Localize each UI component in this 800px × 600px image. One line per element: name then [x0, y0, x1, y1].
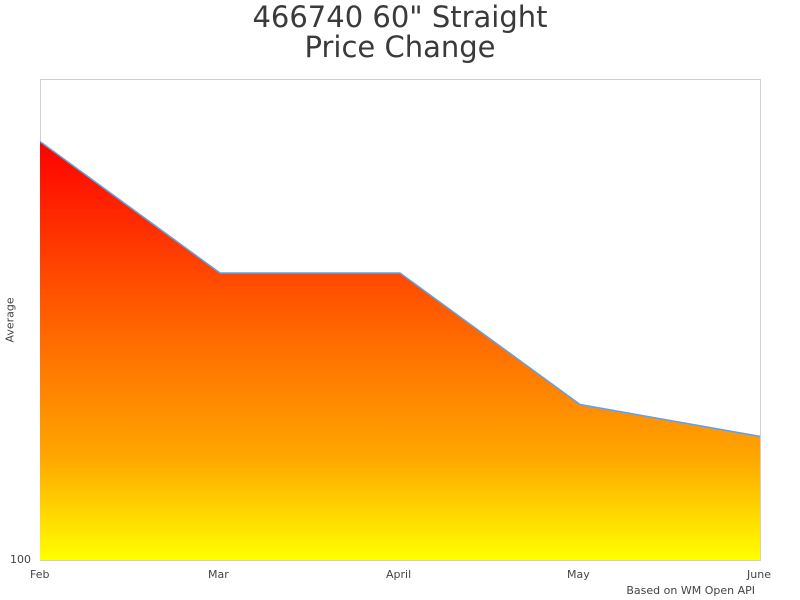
- series-line: [39, 140, 761, 438]
- area-fill: [40, 141, 760, 560]
- chart-title: 466740 60" Straight Price Change: [0, 0, 800, 62]
- y-axis-label: Average: [3, 297, 17, 343]
- x-tick-mar: Mar: [208, 568, 229, 581]
- credit-text: Based on WM Open API: [626, 584, 755, 597]
- x-tick-feb: Feb: [30, 568, 50, 581]
- x-tick-june: June: [747, 568, 771, 581]
- x-tick-april: April: [386, 568, 412, 581]
- chart-title-line2: Price Change: [304, 30, 496, 64]
- chart-title-line1: 466740 60" Straight: [252, 0, 548, 34]
- y-tick-min: 100: [10, 553, 31, 566]
- x-tick-may: May: [567, 568, 590, 581]
